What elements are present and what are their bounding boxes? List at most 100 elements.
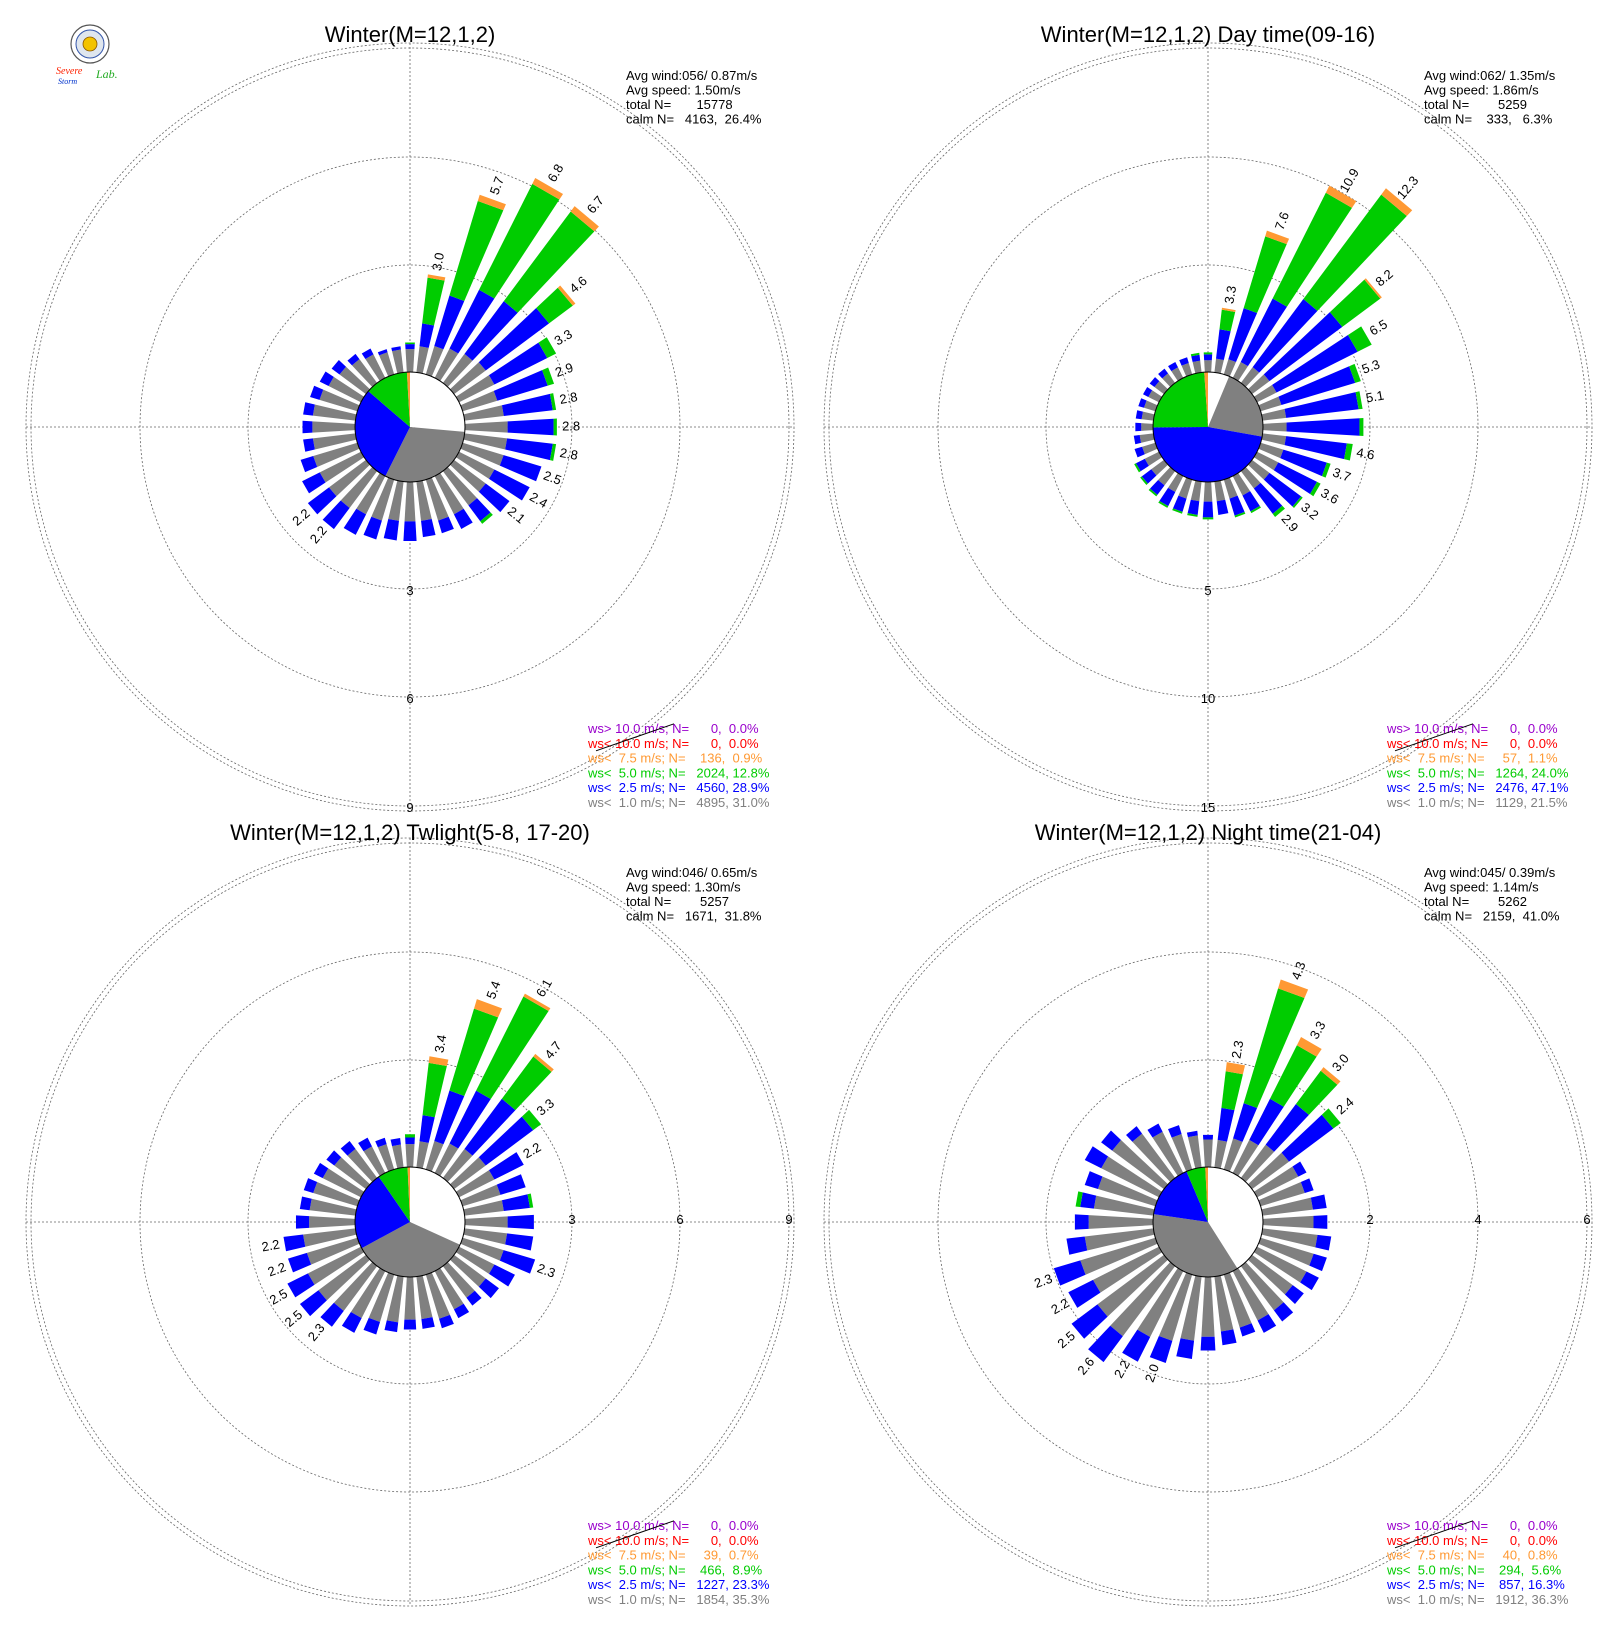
bar-segment-lt1 <box>1214 358 1224 374</box>
bar-segment-lt1 <box>1214 480 1226 502</box>
bar-segment-lt2_5 <box>478 1116 534 1166</box>
bar-total-label: 2.5 <box>541 468 563 488</box>
bar-segment-lt2_5 <box>287 1273 315 1298</box>
bar-segment-lt2_5 <box>320 1302 344 1327</box>
bar-segment-lt2_5 <box>453 508 473 530</box>
bar-segment-lt1 <box>450 1157 486 1190</box>
bar-total-label: 2.2 <box>520 1139 543 1161</box>
pie-slice-calm <box>1208 1167 1263 1269</box>
bar-segment-lt2_5 <box>343 508 367 535</box>
bar-segment-lt2_5 <box>347 353 360 366</box>
pie-slice-lt7_5 <box>1205 1167 1208 1222</box>
bar-segment-lt1 <box>455 1246 495 1274</box>
bar-segment-lt1 <box>350 1267 386 1319</box>
stats-total: total N= 5259 <box>1424 97 1527 112</box>
bar-segment-lt1 <box>1261 408 1287 421</box>
bar-segment-lt2_5 <box>363 516 382 540</box>
bar-segment-lt2_5 <box>488 1152 524 1180</box>
bar-segment-lt1 <box>1144 451 1163 466</box>
bar-segment-lt1 <box>404 481 416 522</box>
bar-segment-lt1 <box>328 459 370 497</box>
stats-total: total N= 5262 <box>1424 894 1527 909</box>
bar-segment-lt2_5 <box>488 342 548 385</box>
bar-total-label: 2.6 <box>1074 1354 1097 1377</box>
panel-title: Winter(M=12,1,2) Day time(09-16) <box>1041 22 1375 47</box>
bar-segment-lt7_5 <box>523 993 551 1012</box>
bar-segment-lt2_5 <box>1142 387 1153 397</box>
bar-segment-lt2_5 <box>449 289 495 354</box>
stats-calm: calm N= 333, 6.3% <box>1424 112 1553 127</box>
bar-segment-lt2_5 <box>501 393 553 416</box>
bar-segment-lt2_5 <box>384 1320 399 1333</box>
pie-slice-lt5 <box>1153 372 1208 428</box>
bar-total-label: 3.6 <box>1318 485 1341 507</box>
bar-segment-lt1 <box>1180 1275 1202 1341</box>
bar-segment-lt2_5 <box>1265 1104 1309 1152</box>
bar-segment-lt2_5 <box>331 359 347 375</box>
ring-label: 6 <box>406 691 413 706</box>
pie-slice-calm <box>410 372 465 432</box>
bar-segment-lt2_5 <box>496 1174 526 1195</box>
bar-segment-lt1 <box>442 1148 473 1182</box>
bar-segment-lt2_5 <box>1158 368 1169 379</box>
bar-segment-lt1 <box>1139 433 1155 443</box>
bar-segment-lt1 <box>463 405 504 421</box>
bar-total-label: 2.2 <box>289 506 312 529</box>
bar-segment-lt2_5 <box>1141 469 1157 484</box>
bar-segment-lt1 <box>312 433 357 450</box>
pie-slice-lt7_5 <box>1204 372 1208 427</box>
bar-segment-lt2_5 <box>1220 1329 1237 1346</box>
ring-label: 4 <box>1474 1212 1481 1227</box>
bar-total-label: 2.9 <box>553 360 575 380</box>
bar-segment-lt5 <box>536 287 573 324</box>
legend-entry: ws< 2.5 m/s; N= 2476, 47.1% <box>1386 780 1569 795</box>
bar-total-label: 6.5 <box>1367 316 1390 338</box>
bar-segment-lt1 <box>1084 1228 1155 1251</box>
bar-segment-lt2_5 <box>358 1137 372 1152</box>
bar-segment-lt1 <box>1248 459 1270 480</box>
bar-segment-lt2_5 <box>341 1311 362 1333</box>
bar-segment-lt1 <box>442 353 473 387</box>
bar-segment-lt2_5 <box>1202 501 1214 518</box>
bar-segment-lt1 <box>1158 467 1176 486</box>
bar-segment-lt1 <box>463 1200 504 1216</box>
bar-total-label: 2.3 <box>1032 1271 1054 1291</box>
bar-segment-lt5 <box>1303 194 1407 311</box>
bar-segment-lt2_5 <box>403 521 417 542</box>
bar-segment-lt2_5 <box>419 1115 435 1143</box>
bar-segment-lt2_5 <box>507 418 554 436</box>
stats-avg-speed: Avg speed: 1.30m/s <box>626 880 741 895</box>
bar-segment-lt1 <box>309 1216 356 1228</box>
bar-segment-lt2_5 <box>302 420 313 434</box>
bar-segment-lt1 <box>1258 442 1284 459</box>
bar-segment-lt2_5 <box>375 1137 387 1148</box>
bar-segment-lt1 <box>1223 359 1237 377</box>
bar-segment-lt2_5 <box>1133 435 1142 445</box>
legend-entry: ws< 10.0 m/s; N= 0, 0.0% <box>587 736 759 751</box>
bar-segment-lt1 <box>450 459 486 492</box>
bar-segment-lt1 <box>460 442 504 466</box>
pie-slice-lt7_5 <box>406 372 410 427</box>
bar-segment-lt1 <box>1253 451 1279 471</box>
bar-total-label: 3.7 <box>1331 464 1353 484</box>
bar-segment-lt2_5 <box>1242 491 1260 512</box>
bar-segment-lt5 <box>1295 1070 1338 1115</box>
bar-segment-lt2_5 <box>1179 357 1189 366</box>
bar-segment-lt7_5 <box>1364 278 1382 299</box>
bar-segment-lt1 <box>1162 373 1176 387</box>
bar-segment-lt1 <box>309 1198 357 1216</box>
bar-segment-lt7_5 <box>428 1056 449 1067</box>
bar-segment-lt2_5 <box>287 1252 312 1273</box>
bar-segment-lt1 <box>442 467 478 506</box>
bar-segment-lt2_5 <box>438 516 454 534</box>
bar-segment-lt1 <box>1261 1228 1318 1248</box>
legend-entry: ws< 2.5 m/s; N= 4560, 28.9% <box>587 780 770 795</box>
bar-segment-lt2_5 <box>466 1290 482 1306</box>
bar-segment-lt5 <box>1344 443 1353 461</box>
bar-segment-lt1 <box>1253 1246 1307 1283</box>
bar-segment-lt5 <box>1158 501 1169 508</box>
bar-segment-lt2_5 <box>1292 1161 1307 1177</box>
bar-total-label: 5.4 <box>483 979 503 1001</box>
bar-segment-lt1 <box>392 349 404 374</box>
